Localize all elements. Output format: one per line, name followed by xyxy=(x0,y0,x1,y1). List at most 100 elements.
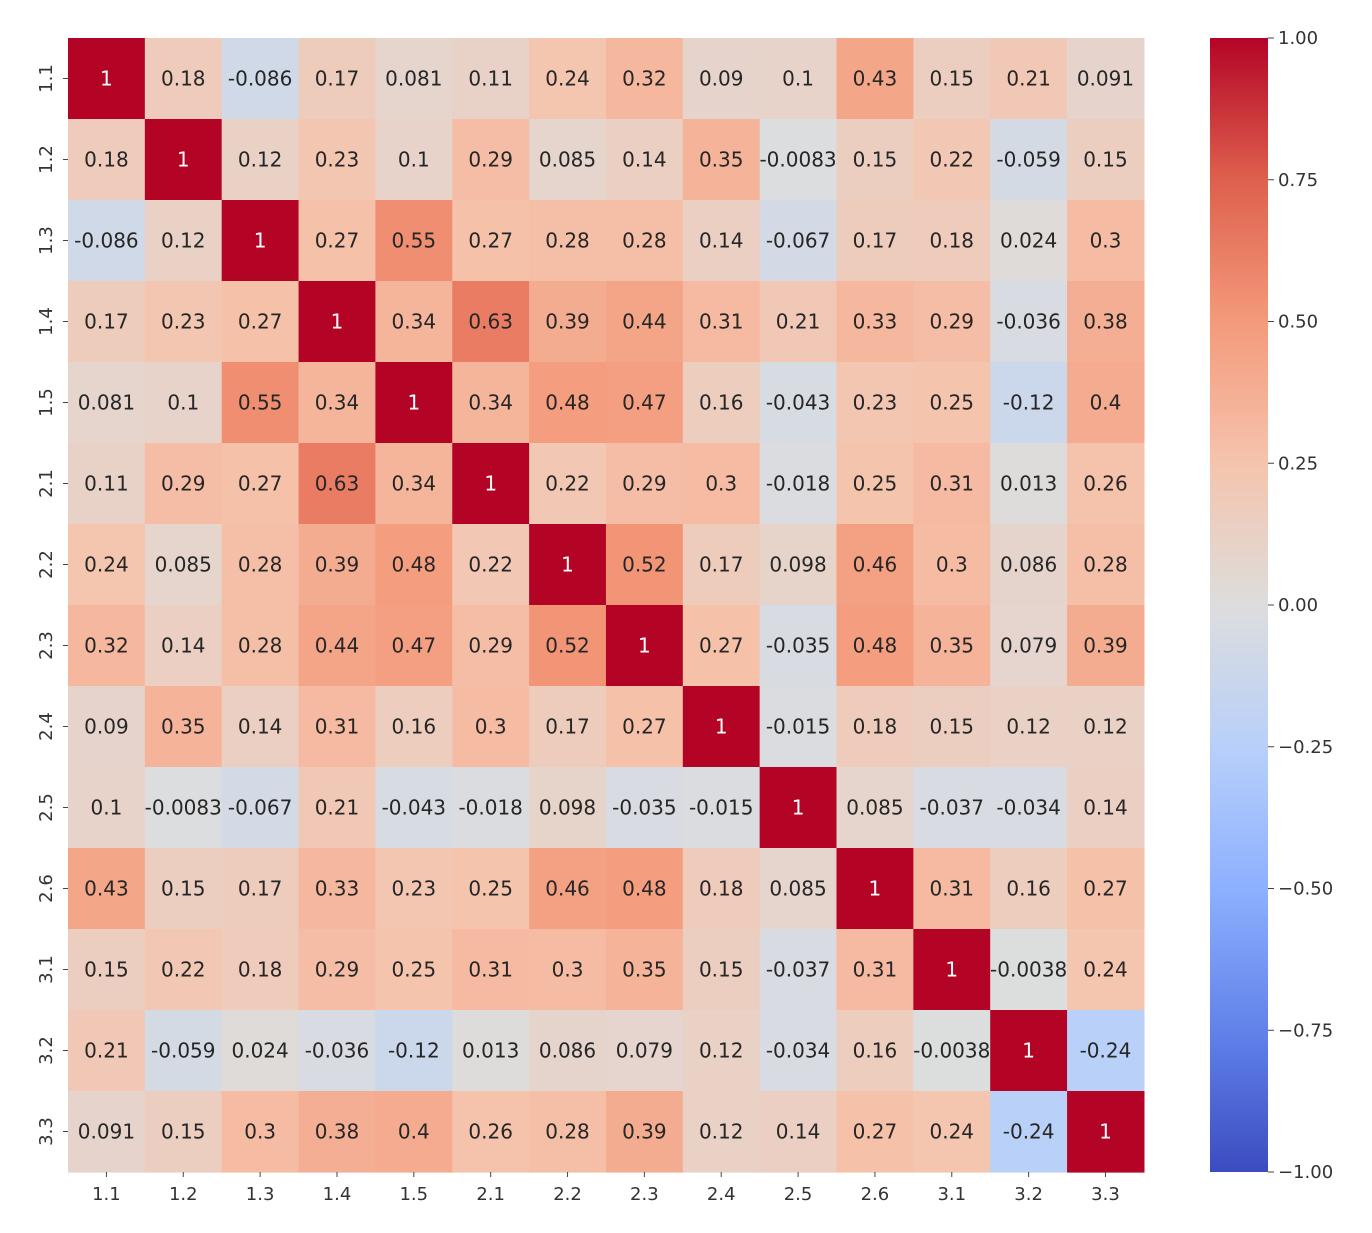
cell-value-label: 0.28 xyxy=(545,1120,590,1144)
heatmap-cell-2.6-1.4 xyxy=(298,848,376,930)
heatmap-cell-1.5-1.1 xyxy=(68,362,146,444)
heatmap-cell-2.2-1.3 xyxy=(221,524,300,606)
heatmap-cell-1.4-1.4 xyxy=(298,281,376,363)
heatmap-cell-2.5-2.1 xyxy=(452,767,530,849)
cell-value-label: 0.26 xyxy=(1083,472,1128,496)
heatmap-cell-2.2-2.5 xyxy=(759,524,838,606)
cell-value-label: 0.34 xyxy=(392,310,437,334)
heatmap-cell-1.1-3.2 xyxy=(990,38,1068,120)
cell-value-label: 0.27 xyxy=(238,472,283,496)
cell-value-label: 0.52 xyxy=(545,634,590,658)
cell-value-label: 0.013 xyxy=(462,1039,519,1063)
heatmap-cell-3.1-2.2 xyxy=(529,929,607,1011)
cell-value-label: 0.14 xyxy=(622,148,667,172)
cell-value-label: 1 xyxy=(254,229,267,253)
cell-value-label: -0.035 xyxy=(766,634,830,658)
cell-value-label: 0.35 xyxy=(622,958,667,982)
heatmap-cell-2.6-2.5 xyxy=(759,848,838,930)
heatmap-cell-1.3-2.2 xyxy=(529,200,607,282)
cell-value-label: 0.29 xyxy=(622,472,667,496)
heatmap-cell-1.5-3.1 xyxy=(913,362,991,444)
y-tick-label: 2.1 xyxy=(36,469,57,498)
cell-value-label: 0.28 xyxy=(1083,553,1128,577)
cell-value-label: 0.31 xyxy=(699,310,744,334)
colorbar-tick-label: 0.75 xyxy=(1278,170,1318,191)
cell-value-label: 0.35 xyxy=(161,715,206,739)
cell-value-label: 0.3 xyxy=(936,553,968,577)
heatmap-cell-2.5-3.3 xyxy=(1067,767,1145,849)
x-tick-label: 1.4 xyxy=(323,1184,352,1205)
heatmap-cell-3.1-1.3 xyxy=(221,929,300,1011)
cell-value-label: -0.034 xyxy=(996,796,1060,820)
cell-value-label: 0.15 xyxy=(1083,148,1128,172)
y-tick-label: 1.2 xyxy=(36,145,57,174)
cell-value-label: 0.25 xyxy=(930,391,975,415)
heatmap-cell-2.4-1.4 xyxy=(298,686,376,768)
cell-value-label: 0.33 xyxy=(315,877,360,901)
cell-value-label: 0.15 xyxy=(84,958,129,982)
heatmap-cell-1.5-2.6 xyxy=(836,362,914,444)
heatmap-cell-2.2-1.5 xyxy=(375,524,453,606)
cell-value-label: -0.037 xyxy=(766,958,830,982)
cell-value-label: 1 xyxy=(945,958,958,982)
cell-value-label: 0.3 xyxy=(552,958,584,982)
heatmap-cell-3.2-2.6 xyxy=(836,1010,914,1092)
heatmap-cell-2.6-3.2 xyxy=(990,848,1068,930)
cell-value-label: 0.52 xyxy=(622,553,667,577)
heatmap-cell-3.3-2.3 xyxy=(605,1091,684,1173)
heatmap-cell-2.4-3.3 xyxy=(1067,686,1145,768)
cell-value-label: 0.12 xyxy=(238,148,283,172)
cell-value-label: 0.29 xyxy=(468,148,513,172)
heatmap-cell-1.5-3.3 xyxy=(1067,362,1145,444)
heatmap-cell-2.1-3.2 xyxy=(990,443,1068,525)
heatmap-cell-2.4-1.2 xyxy=(144,686,223,768)
heatmap-cell-1.4-2.2 xyxy=(529,281,607,363)
cell-value-label: 0.15 xyxy=(930,715,975,739)
heatmap-cell-1.3-1.5 xyxy=(375,200,453,282)
cell-value-label: 0.09 xyxy=(699,67,744,91)
cell-value-label: 0.085 xyxy=(769,877,826,901)
heatmap-cell-3.2-3.2 xyxy=(990,1010,1068,1092)
cell-value-label: 0.18 xyxy=(238,958,283,982)
heatmap-cell-3.2-1.1 xyxy=(68,1010,146,1092)
heatmap-cell-1.2-2.5 xyxy=(759,119,838,201)
cell-value-label: 0.46 xyxy=(853,553,898,577)
heatmap-cell-3.2-1.2 xyxy=(144,1010,223,1092)
heatmap-cell-3.1-1.5 xyxy=(375,929,453,1011)
cell-value-label: 0.22 xyxy=(930,148,975,172)
cell-value-label: 0.3 xyxy=(475,715,507,739)
cell-value-label: 0.38 xyxy=(1083,310,1128,334)
y-tick-label: 3.2 xyxy=(36,1036,57,1065)
heatmap-cell-1.4-2.3 xyxy=(605,281,684,363)
heatmap-cell-2.5-3.1 xyxy=(913,767,991,849)
cell-value-label: 0.63 xyxy=(468,310,513,334)
heatmap-cell-2.4-2.4 xyxy=(682,686,761,768)
cell-value-label: 0.3 xyxy=(705,472,737,496)
heatmap-cell-3.2-1.5 xyxy=(375,1010,453,1092)
cell-value-label: 0.3 xyxy=(1090,229,1122,253)
heatmap-cell-2.1-2.2 xyxy=(529,443,607,525)
heatmap-cell-2.4-2.1 xyxy=(452,686,530,768)
colorbar-tick-label: 1.00 xyxy=(1278,28,1318,49)
cell-value-label: 0.29 xyxy=(930,310,975,334)
heatmap-cell-3.1-3.1 xyxy=(913,929,991,1011)
heatmap-cell-3.3-1.5 xyxy=(375,1091,453,1173)
heatmap-cell-2.5-1.3 xyxy=(221,767,300,849)
colorbar-tick-label: −0.75 xyxy=(1278,1020,1333,1041)
cell-value-label: 0.11 xyxy=(84,472,129,496)
cell-value-label: 0.16 xyxy=(1006,877,1051,901)
heatmap-cell-3.1-2.6 xyxy=(836,929,914,1011)
cell-value-label: 0.31 xyxy=(930,877,975,901)
heatmap-cell-2.3-3.2 xyxy=(990,605,1068,687)
cell-value-label: 1 xyxy=(177,148,190,172)
x-tick-label: 2.2 xyxy=(553,1184,582,1205)
heatmap-cell-2.4-2.5 xyxy=(759,686,838,768)
cell-value-label: 0.17 xyxy=(545,715,590,739)
cell-value-label: 0.44 xyxy=(315,634,360,658)
heatmap-cell-2.6-3.3 xyxy=(1067,848,1145,930)
y-tick-label: 1.1 xyxy=(36,64,57,93)
heatmap-cell-2.4-1.1 xyxy=(68,686,146,768)
cell-value-label: 0.29 xyxy=(468,634,513,658)
cell-value-label: 0.27 xyxy=(699,634,744,658)
